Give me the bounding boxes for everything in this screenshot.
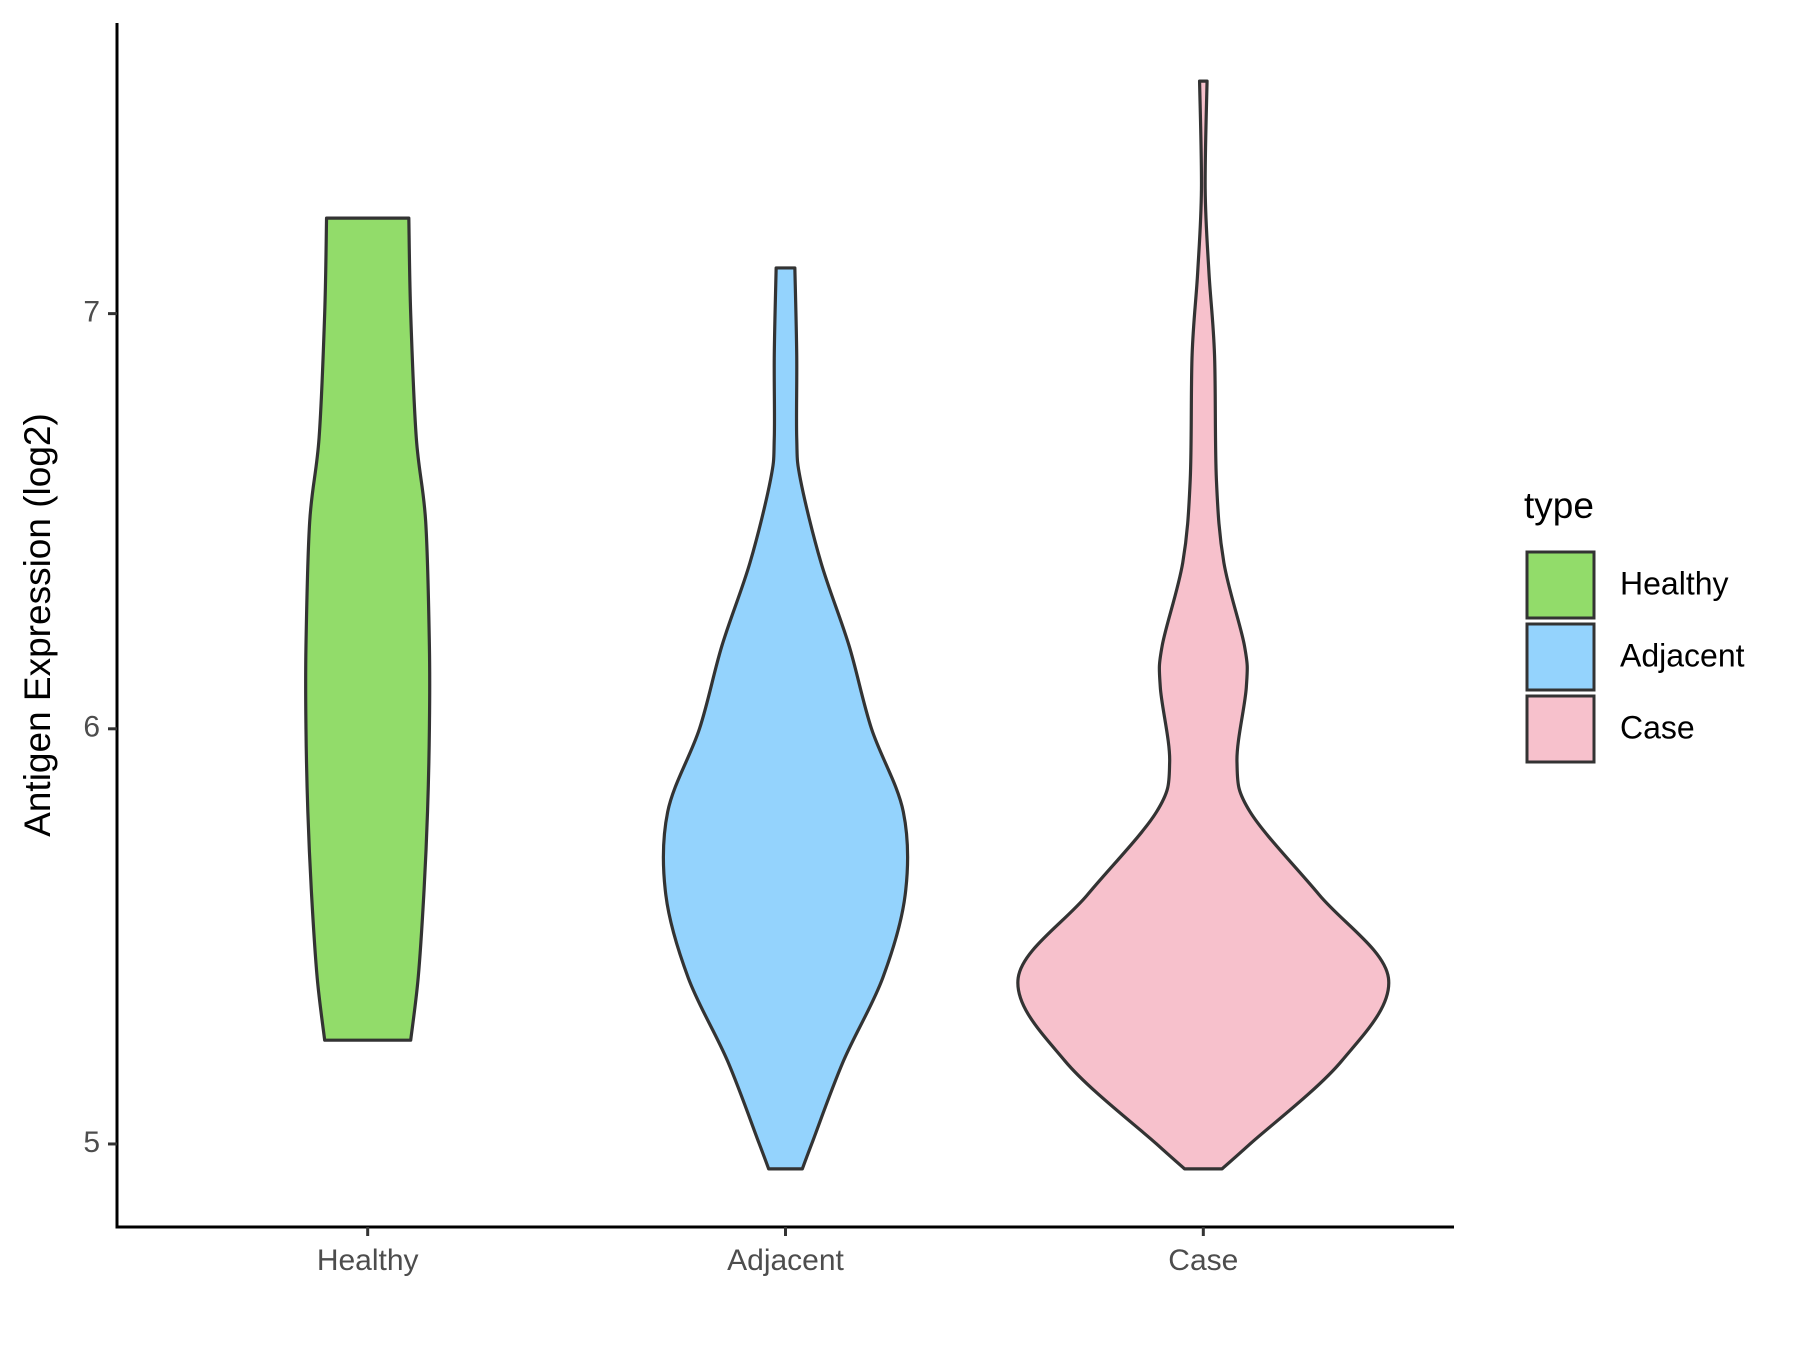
x-tick-label: Adjacent	[727, 1244, 844, 1277]
y-tick-label: 5	[83, 1126, 100, 1159]
x-tick-label: Healthy	[317, 1244, 419, 1277]
x-tick-label: Case	[1168, 1244, 1238, 1277]
violin	[304, 216, 432, 1042]
legend-title: type	[1524, 485, 1594, 526]
legend-label: Healthy	[1620, 565, 1729, 601]
violin	[1016, 79, 1391, 1171]
y-axis-title: Antigen Expression (log2)	[17, 413, 58, 837]
legend-key	[1525, 622, 1596, 692]
legend-key	[1525, 550, 1596, 620]
legend-key	[1525, 694, 1596, 764]
violin	[661, 266, 910, 1171]
y-tick-label: 6	[83, 711, 100, 744]
legend-label: Adjacent	[1620, 637, 1745, 673]
y-tick-label: 7	[83, 296, 100, 329]
legend-label: Case	[1620, 709, 1695, 745]
